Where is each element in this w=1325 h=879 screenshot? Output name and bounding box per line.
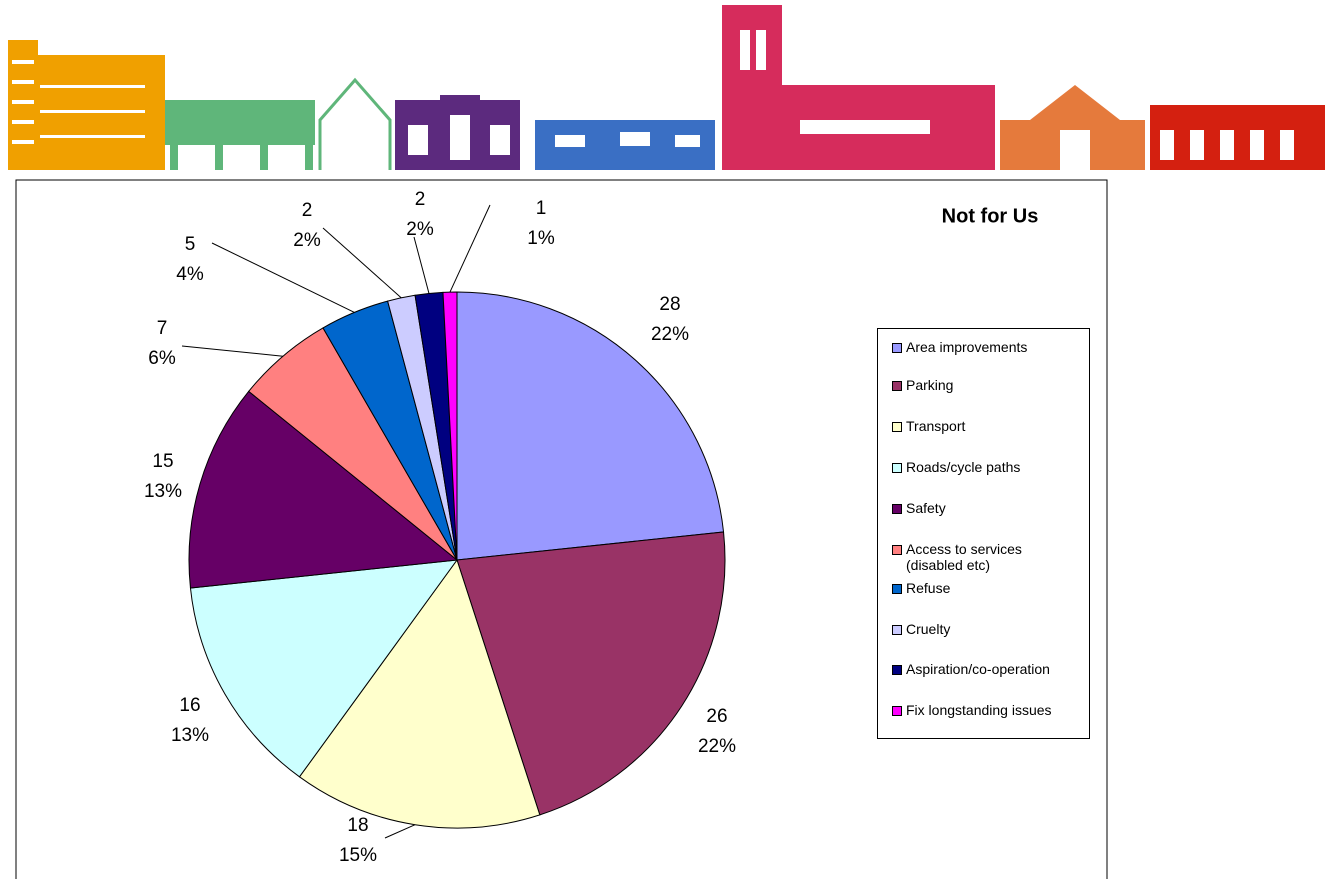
pie-slice [456,291,725,561]
legend-swatch [892,463,902,473]
legend-swatch [892,381,902,391]
pie-slice [189,559,459,778]
value-label: 7 [157,318,168,339]
leader-line [322,227,402,299]
legend-label: Roads/cycle paths [906,459,1021,475]
value-label: 18 [347,815,368,836]
value-label: 1 [536,198,547,219]
percent-label: 15% [339,845,377,866]
legend-label: Area improvements [906,339,1028,355]
legend-item: Roads/cycle paths [892,459,1081,475]
legend-item: Safety [892,500,1081,516]
value-label: 15 [152,451,173,472]
chart-title: Not for Us [942,205,1039,227]
legend-label: Cruelty [906,621,951,637]
pie-slice [298,558,541,829]
legend-label: Parking [906,377,954,393]
value-label: 16 [179,695,200,716]
legend-swatch [892,665,902,675]
legend-swatch [892,343,902,353]
leader-line [384,824,416,839]
value-label: 2 [415,189,426,210]
leader-line [449,204,491,293]
value-label: 26 [706,706,727,727]
legend-swatch [892,545,902,555]
legend-item: Access to services (disabled etc) [892,541,1081,573]
value-label: 5 [185,234,196,255]
legend-label: Access to services (disabled etc) [906,541,1022,573]
legend-swatch [892,504,902,514]
legend-label: Safety [906,500,946,516]
legend-label: Transport [906,418,966,434]
value-label: 28 [659,294,680,315]
legend-swatch [892,706,902,716]
legend-item: Refuse [892,580,1081,596]
leader-line [413,236,430,294]
percent-label: 2% [406,219,434,240]
pie-slice [456,531,726,816]
legend: Area improvements Parking Transport Roads/c… [877,328,1090,739]
legend-label: Aspiration/co-operation [906,661,1050,677]
legend-label: Fix longstanding issues [906,702,1052,718]
legend-item: Cruelty [892,621,1081,637]
percent-label: 13% [144,481,182,502]
legend-swatch [892,625,902,635]
legend-label: Refuse [906,580,951,596]
percent-label: 1% [527,228,555,249]
legend-item: Parking [892,377,1081,393]
percent-label: 22% [651,324,689,345]
legend-item: Area improvements [892,339,1081,355]
percent-label: 13% [171,725,209,746]
pie-slice [188,390,459,589]
leader-line [211,242,355,313]
legend-item: Fix longstanding issues [892,702,1081,718]
percent-label: 6% [148,348,176,369]
legend-swatch [892,422,902,432]
value-label: 2 [302,200,313,221]
percent-label: 22% [698,736,736,757]
percent-label: 2% [293,230,321,251]
percent-label: 4% [176,264,204,285]
legend-swatch [892,584,902,594]
legend-item: Transport [892,418,1081,434]
skyline-banner [8,5,1325,170]
legend-item: Aspiration/co-operation [892,661,1081,677]
leader-line [181,345,283,357]
chart-frame [15,179,1108,879]
